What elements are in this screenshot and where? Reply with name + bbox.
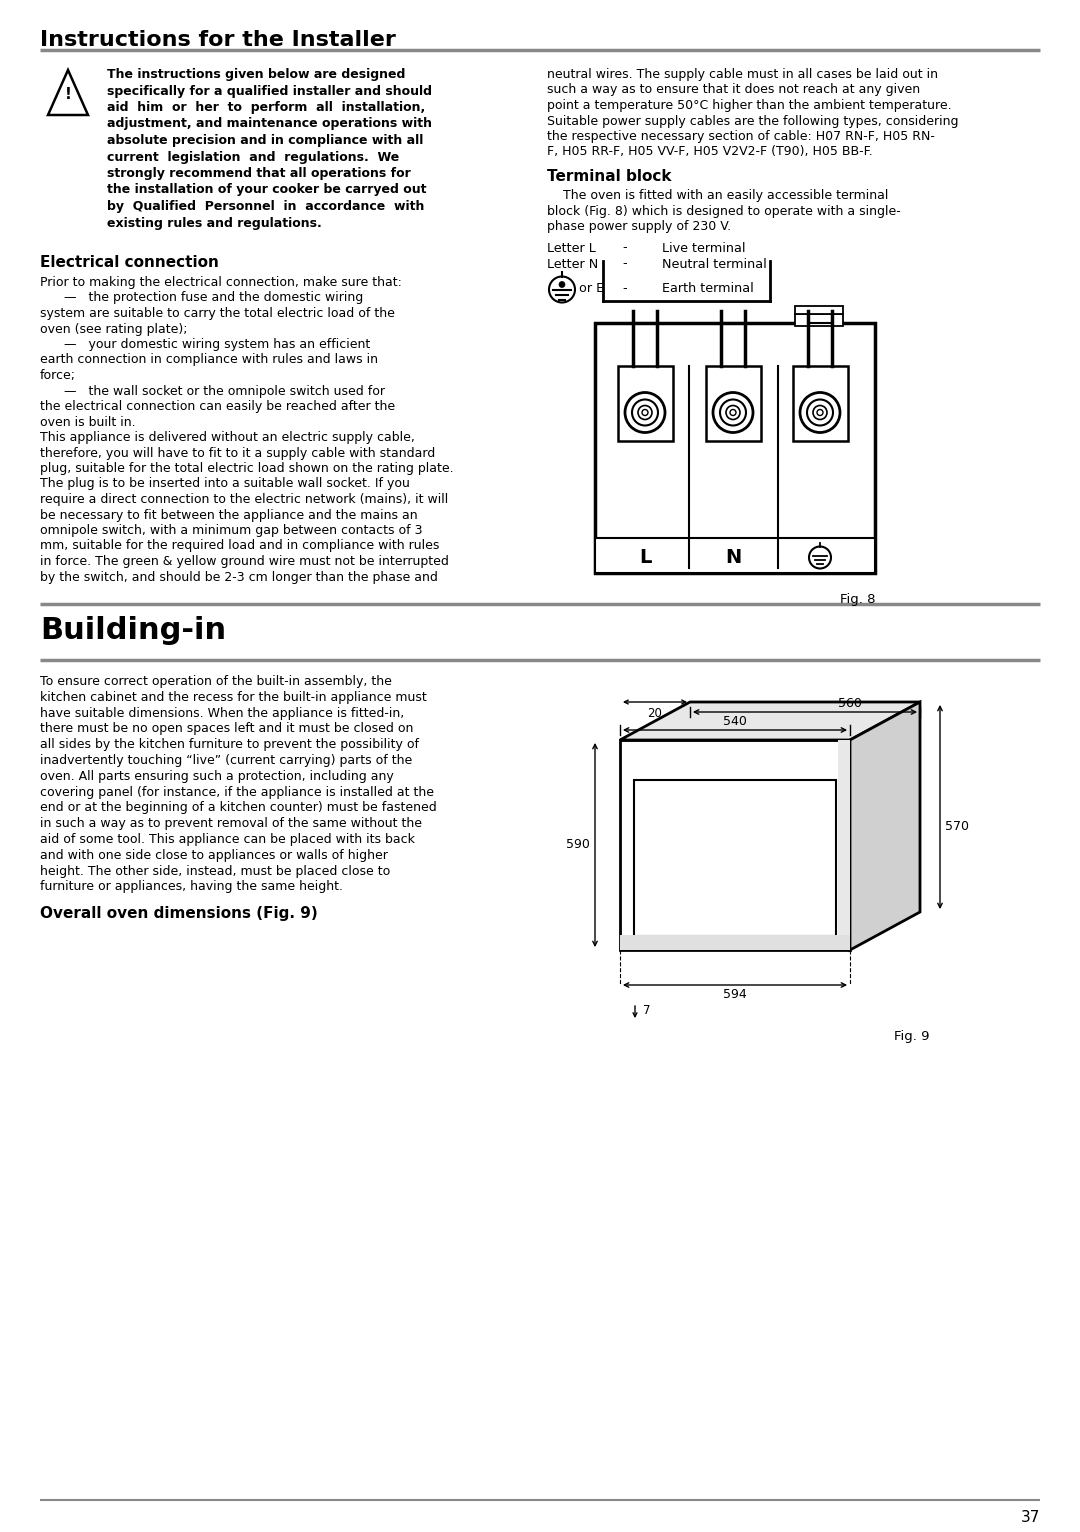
Text: Earth terminal: Earth terminal bbox=[662, 282, 754, 296]
Bar bbox=[793, 366, 848, 441]
Text: height. The other side, instead, must be placed close to: height. The other side, instead, must be… bbox=[40, 864, 390, 878]
Text: -: - bbox=[622, 282, 626, 296]
Text: adjustment, and maintenance operations with: adjustment, and maintenance operations w… bbox=[107, 118, 432, 130]
Text: specifically for a qualified installer and should: specifically for a qualified installer a… bbox=[107, 84, 432, 98]
Bar bbox=[795, 314, 843, 325]
Text: the respective necessary section of cable: H07 RN-F, H05 RN-: the respective necessary section of cabl… bbox=[546, 130, 935, 142]
Text: system are suitable to carry the total electric load of the: system are suitable to carry the total e… bbox=[40, 306, 395, 320]
Text: current  legislation  and  regulations.  We: current legislation and regulations. We bbox=[107, 150, 400, 164]
Text: Overall oven dimensions (Fig. 9): Overall oven dimensions (Fig. 9) bbox=[40, 907, 318, 921]
Text: by the switch, and should be 2-3 cm longer than the phase and: by the switch, and should be 2-3 cm long… bbox=[40, 570, 437, 584]
Text: inadvertently touching “live” (current carrying) parts of the: inadvertently touching “live” (current c… bbox=[40, 754, 413, 768]
Text: be necessary to fit between the appliance and the mains an: be necessary to fit between the applianc… bbox=[40, 509, 418, 521]
Text: or E: or E bbox=[579, 282, 604, 296]
Bar bbox=[618, 366, 673, 441]
Bar bbox=[620, 740, 850, 950]
Text: 594: 594 bbox=[724, 988, 747, 1000]
Text: the installation of your cooker be carryed out: the installation of your cooker be carry… bbox=[107, 184, 427, 196]
Bar bbox=[706, 366, 761, 441]
Text: existing rules and regulations.: existing rules and regulations. bbox=[107, 216, 322, 230]
Text: The instructions given below are designed: The instructions given below are designe… bbox=[107, 67, 405, 81]
Text: 560: 560 bbox=[838, 697, 862, 709]
Text: Suitable power supply cables are the following types, considering: Suitable power supply cables are the fol… bbox=[546, 115, 959, 127]
Text: strongly recommend that all operations for: strongly recommend that all operations f… bbox=[107, 167, 410, 179]
Text: The oven is fitted with an easily accessible terminal: The oven is fitted with an easily access… bbox=[546, 188, 889, 202]
Bar bbox=[595, 323, 875, 573]
Text: To ensure correct operation of the built-in assembly, the: To ensure correct operation of the built… bbox=[40, 676, 392, 688]
Text: and with one side close to appliances or walls of higher: and with one side close to appliances or… bbox=[40, 849, 388, 863]
Text: all sides by the kitchen furniture to prevent the possibility of: all sides by the kitchen furniture to pr… bbox=[40, 738, 419, 751]
Text: phase power supply of 230 V.: phase power supply of 230 V. bbox=[546, 221, 731, 233]
Bar bbox=[595, 538, 875, 573]
Text: have suitable dimensions. When the appliance is fitted-in,: have suitable dimensions. When the appli… bbox=[40, 706, 404, 720]
Text: —   your domestic wiring system has an efficient: — your domestic wiring system has an eff… bbox=[40, 339, 370, 351]
Polygon shape bbox=[850, 702, 920, 950]
Polygon shape bbox=[620, 702, 920, 740]
Text: end or at the beginning of a kitchen counter) must be fastened: end or at the beginning of a kitchen cou… bbox=[40, 801, 436, 815]
Text: therefore, you will have to fit to it a supply cable with standard: therefore, you will have to fit to it a … bbox=[40, 446, 435, 460]
Text: Instructions for the Installer: Instructions for the Installer bbox=[40, 31, 396, 51]
Text: omnipole switch, with a minimum gap between contacts of 3: omnipole switch, with a minimum gap betw… bbox=[40, 524, 422, 538]
Text: -: - bbox=[622, 257, 626, 271]
Text: force;: force; bbox=[40, 369, 76, 381]
Text: Live terminal: Live terminal bbox=[662, 242, 745, 254]
Text: require a direct connection to the electric network (mains), it will: require a direct connection to the elect… bbox=[40, 493, 448, 506]
Text: Fig. 8: Fig. 8 bbox=[839, 593, 875, 605]
Text: aid of some tool. This appliance can be placed with its back: aid of some tool. This appliance can be … bbox=[40, 833, 415, 846]
Text: earth connection in compliance with rules and laws in: earth connection in compliance with rule… bbox=[40, 354, 378, 366]
Text: such a way as to ensure that it does not reach at any given: such a way as to ensure that it does not… bbox=[546, 84, 920, 97]
Text: by  Qualified  Personnel  in  accordance  with: by Qualified Personnel in accordance wit… bbox=[107, 201, 424, 213]
Text: kitchen cabinet and the recess for the built-in appliance must: kitchen cabinet and the recess for the b… bbox=[40, 691, 427, 703]
Text: Terminal block: Terminal block bbox=[546, 169, 672, 184]
Text: F, H05 RR-F, H05 VV-F, H05 V2V2-F (T90), H05 BB-F.: F, H05 RR-F, H05 VV-F, H05 V2V2-F (T90),… bbox=[546, 146, 873, 158]
Text: block (Fig. 8) which is designed to operate with a single-: block (Fig. 8) which is designed to oper… bbox=[546, 204, 901, 218]
Bar bbox=[795, 305, 843, 314]
Text: 570: 570 bbox=[945, 820, 969, 832]
Text: —   the protection fuse and the domestic wiring: — the protection fuse and the domestic w… bbox=[40, 291, 363, 305]
Text: plug, suitable for the total electric load shown on the rating plate.: plug, suitable for the total electric lo… bbox=[40, 463, 454, 475]
Text: Fig. 9: Fig. 9 bbox=[894, 1030, 930, 1043]
Text: mm, suitable for the required load and in compliance with rules: mm, suitable for the required load and i… bbox=[40, 539, 440, 553]
Text: in such a way as to prevent removal of the same without the: in such a way as to prevent removal of t… bbox=[40, 817, 422, 830]
Bar bbox=[634, 780, 836, 936]
Text: This appliance is delivered without an electric supply cable,: This appliance is delivered without an e… bbox=[40, 430, 415, 444]
Text: Letter N: Letter N bbox=[546, 257, 598, 271]
Text: covering panel (for instance, if the appliance is installed at the: covering panel (for instance, if the app… bbox=[40, 786, 434, 798]
Text: 590: 590 bbox=[566, 838, 590, 852]
Text: point a temperature 50°C higher than the ambient temperature.: point a temperature 50°C higher than the… bbox=[546, 100, 951, 112]
Text: absolute precision and in compliance with all: absolute precision and in compliance wit… bbox=[107, 133, 423, 147]
Text: Neutral terminal: Neutral terminal bbox=[662, 257, 767, 271]
Text: Letter L: Letter L bbox=[546, 242, 596, 254]
Text: 540: 540 bbox=[724, 715, 747, 728]
Bar bbox=[620, 935, 850, 950]
Text: the electrical connection can easily be reached after the: the electrical connection can easily be … bbox=[40, 400, 395, 414]
Text: oven is built in.: oven is built in. bbox=[40, 415, 136, 429]
Text: L: L bbox=[638, 548, 651, 567]
Text: The plug is to be inserted into a suitable wall socket. If you: The plug is to be inserted into a suitab… bbox=[40, 478, 410, 490]
Text: 7: 7 bbox=[643, 1005, 650, 1017]
Circle shape bbox=[559, 282, 565, 288]
Bar bbox=[838, 740, 850, 935]
Text: aid  him  or  her  to  perform  all  installation,: aid him or her to perform all installati… bbox=[107, 101, 426, 113]
Text: neutral wires. The supply cable must in all cases be laid out in: neutral wires. The supply cable must in … bbox=[546, 67, 939, 81]
Text: !: ! bbox=[65, 87, 71, 103]
Text: there must be no open spaces left and it must be closed on: there must be no open spaces left and it… bbox=[40, 723, 414, 735]
Text: 20: 20 bbox=[648, 706, 662, 720]
Text: Electrical connection: Electrical connection bbox=[40, 254, 219, 270]
Text: -: - bbox=[622, 242, 626, 254]
Text: Prior to making the electrical connection, make sure that:: Prior to making the electrical connectio… bbox=[40, 276, 402, 290]
Text: in force. The green & yellow ground wire must not be interrupted: in force. The green & yellow ground wire… bbox=[40, 555, 449, 568]
Text: 37: 37 bbox=[1021, 1511, 1040, 1524]
Text: oven. All parts ensuring such a protection, including any: oven. All parts ensuring such a protecti… bbox=[40, 769, 394, 783]
Text: furniture or appliances, having the same height.: furniture or appliances, having the same… bbox=[40, 881, 343, 893]
Text: N: N bbox=[725, 548, 741, 567]
Text: Building-in: Building-in bbox=[40, 616, 226, 645]
Text: —   the wall socket or the omnipole switch used for: — the wall socket or the omnipole switch… bbox=[40, 385, 384, 397]
Text: oven (see rating plate);: oven (see rating plate); bbox=[40, 323, 188, 336]
